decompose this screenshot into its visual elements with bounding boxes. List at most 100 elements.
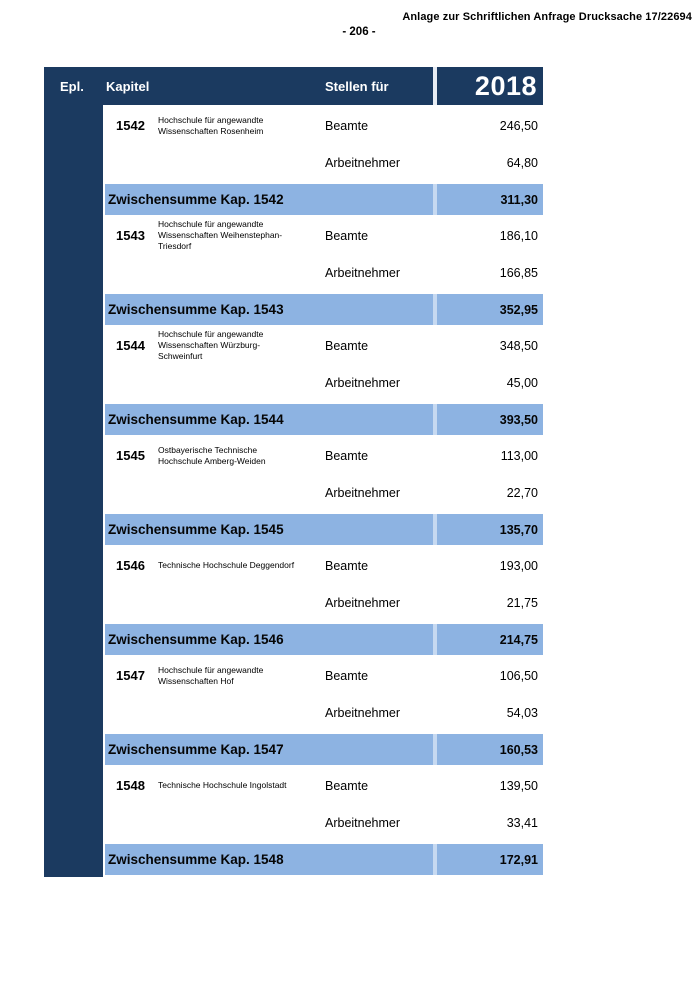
staff-count-value: 106,50	[499, 668, 538, 683]
kapitel-number: 1544	[116, 338, 145, 353]
table-section: 1548 Technische Hochschule Ingolstadt Be…	[103, 767, 543, 877]
staff-table: Epl. Kapitel Stellen für 2018 1542 Hochs…	[44, 67, 543, 877]
staff-type-label: Arbeitnehmer	[325, 156, 401, 170]
institution-name: Technische Hochschule Deggendorf	[158, 560, 295, 570]
kapitel-number: 1547	[116, 668, 145, 683]
column-gap	[433, 217, 437, 254]
staff-type-label: Arbeitnehmer	[325, 596, 401, 610]
subtotal-column-divider	[433, 294, 437, 325]
staff-type-label: Arbeitnehmer	[325, 486, 401, 500]
column-gap	[433, 144, 437, 182]
table-row: 1542 Hochschule für angewandte Wissensch…	[103, 107, 543, 144]
header-column-divider	[433, 67, 437, 105]
table-section: 1545 Ostbayerische Technische Hochschule…	[103, 437, 543, 547]
subtotal-row: Zwischensumme Kap. 1543 352,95	[103, 294, 543, 325]
table-row: Arbeitnehmer 54,03	[103, 694, 543, 732]
stellen-fuer-column-header: Stellen für	[325, 67, 433, 105]
table-row: 1547 Hochschule für angewandte Wissensch…	[103, 657, 543, 694]
staff-count-value: 33,41	[506, 816, 538, 830]
table-row: 1546 Technische Hochschule Deggendorf Be…	[103, 547, 543, 584]
column-gap	[433, 584, 437, 622]
column-gap	[433, 767, 437, 804]
column-gap	[433, 547, 437, 584]
column-gap	[433, 364, 437, 402]
subtotal-row: Zwischensumme Kap. 1542 311,30	[103, 184, 543, 215]
table-section: 1542 Hochschule für angewandte Wissensch…	[103, 107, 543, 217]
subtotal-label: Zwischensumme Kap. 1544	[105, 404, 433, 435]
page-number: - 206 -	[342, 26, 376, 38]
subtotal-column-divider	[433, 184, 437, 215]
table-row: Arbeitnehmer 64,80	[103, 144, 543, 182]
column-gap	[433, 657, 437, 694]
table-row: 1545 Ostbayerische Technische Hochschule…	[103, 437, 543, 474]
kapitel-number: 1548	[116, 778, 145, 793]
document-annotation: Anlage zur Schriftlichen Anfrage Drucksa…	[402, 11, 692, 23]
table-section: 1547 Hochschule für angewandte Wissensch…	[103, 657, 543, 767]
table-row: Arbeitnehmer 21,75	[103, 584, 543, 622]
table-section: 1546 Technische Hochschule Deggendorf Be…	[103, 547, 543, 657]
kapitel-number: 1546	[116, 558, 145, 573]
column-gap	[433, 254, 437, 292]
subtotal-label: Zwischensumme Kap. 1542	[105, 184, 433, 215]
subtotal-label: Zwischensumme Kap. 1546	[105, 624, 433, 655]
subtotal-value: 160,53	[437, 734, 543, 765]
column-gap	[433, 327, 437, 364]
subtotal-row: Zwischensumme Kap. 1548 172,91	[103, 844, 543, 875]
table-row: Arbeitnehmer 22,70	[103, 474, 543, 512]
epl-column-header: Epl.	[60, 79, 84, 94]
column-gap	[433, 474, 437, 512]
table-row: Arbeitnehmer 45,00	[103, 364, 543, 402]
staff-count-value: 139,50	[499, 778, 538, 793]
staff-type-label: Beamte	[325, 558, 369, 573]
subtotal-label: Zwischensumme Kap. 1547	[105, 734, 433, 765]
staff-count-value: 21,75	[506, 596, 538, 610]
institution-name: Technische Hochschule Ingolstadt	[158, 780, 287, 790]
table-header-row: Kapitel Stellen für 2018	[103, 67, 543, 105]
kapitel-number: 1545	[116, 448, 145, 463]
staff-count-value: 348,50	[499, 338, 538, 353]
kapitel-column-header: Kapitel	[103, 67, 325, 105]
table-body: 1542 Hochschule für angewandte Wissensch…	[103, 107, 543, 877]
table-section: 1544 Hochschule für angewandte Wissensch…	[103, 327, 543, 437]
table-row: 1548 Technische Hochschule Ingolstadt Be…	[103, 767, 543, 804]
subtotal-label: Zwischensumme Kap. 1548	[105, 844, 433, 875]
column-gap	[433, 107, 437, 144]
subtotal-value: 214,75	[437, 624, 543, 655]
institution-name: Ostbayerische Technische Hochschule Ambe…	[158, 444, 266, 466]
institution-name: Hochschule für angewandte Wissenschaften…	[158, 329, 264, 361]
subtotal-row: Zwischensumme Kap. 1546 214,75	[103, 624, 543, 655]
staff-type-label: Beamte	[325, 118, 369, 133]
staff-type-label: Beamte	[325, 778, 369, 793]
subtotal-value: 393,50	[437, 404, 543, 435]
subtotal-row: Zwischensumme Kap. 1544 393,50	[103, 404, 543, 435]
staff-count-value: 54,03	[506, 706, 538, 720]
subtotal-value: 172,91	[437, 844, 543, 875]
staff-type-label: Beamte	[325, 448, 369, 463]
staff-type-label: Arbeitnehmer	[325, 376, 401, 390]
staff-count-value: 113,00	[500, 448, 538, 463]
staff-count-value: 186,10	[499, 228, 538, 243]
column-gap	[433, 694, 437, 732]
subtotal-label: Zwischensumme Kap. 1543	[105, 294, 433, 325]
staff-count-value: 45,00	[506, 376, 538, 390]
kapitel-number: 1543	[116, 228, 145, 243]
year-column-header: 2018	[437, 67, 543, 105]
staff-count-value: 246,50	[499, 118, 538, 133]
subtotal-row: Zwischensumme Kap. 1547 160,53	[103, 734, 543, 765]
subtotal-value: 135,70	[437, 514, 543, 545]
staff-type-label: Beamte	[325, 668, 369, 683]
staff-count-value: 193,00	[499, 558, 538, 573]
subtotal-column-divider	[433, 844, 437, 875]
kapitel-number: 1542	[116, 118, 145, 133]
staff-count-value: 166,85	[499, 266, 538, 280]
subtotal-value: 311,30	[437, 184, 543, 215]
staff-count-value: 22,70	[506, 486, 538, 500]
institution-name: Hochschule für angewandte Wissenschaften…	[158, 114, 264, 136]
staff-type-label: Arbeitnehmer	[325, 706, 401, 720]
subtotal-column-divider	[433, 404, 437, 435]
institution-name: Hochschule für angewandte Wissenschaften…	[158, 219, 283, 251]
institution-name: Hochschule für angewandte Wissenschaften…	[158, 664, 264, 686]
staff-type-label: Arbeitnehmer	[325, 266, 401, 280]
staff-type-label: Beamte	[325, 338, 369, 353]
staff-count-value: 64,80	[506, 156, 538, 170]
